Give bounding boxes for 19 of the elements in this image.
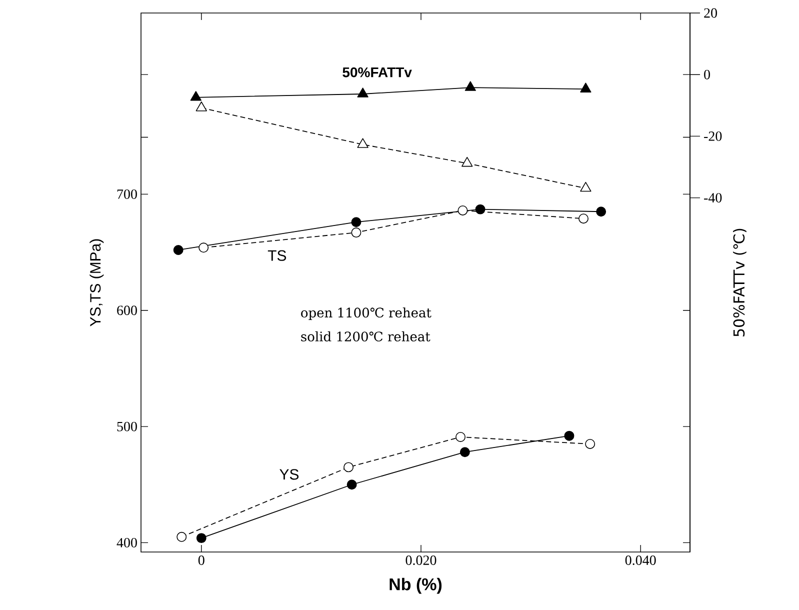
y-tick-label: 500 (117, 422, 137, 432)
y-tick-label: 600 (117, 306, 137, 316)
y2-tick-label: -20 (704, 131, 722, 141)
annotation: solid 1200℃ reheat (301, 331, 430, 342)
x-axis-title: Nb (%) (390, 578, 442, 594)
y-tick-label: 700 (117, 189, 137, 199)
y2-axis-title: 50%FATTv (℃) (733, 228, 746, 336)
y2-tick-label: 20 (704, 8, 717, 18)
x-tick-label: 0.040 (625, 556, 656, 566)
annotation: YS (280, 469, 299, 480)
annotation: TS (268, 250, 286, 261)
y2-tick-label: 0 (704, 70, 710, 80)
y-tick-label: 400 (116, 538, 137, 548)
x-tick-label: 0.020 (406, 556, 436, 566)
y-axis-title: YS,TS (MPa) (90, 239, 104, 326)
x-tick-label: 0 (198, 556, 204, 565)
annotation: open 1100℃ reheat (301, 307, 432, 320)
y2-tick-label: -40 (704, 193, 722, 203)
annotation: 50%FATTv (342, 67, 412, 78)
